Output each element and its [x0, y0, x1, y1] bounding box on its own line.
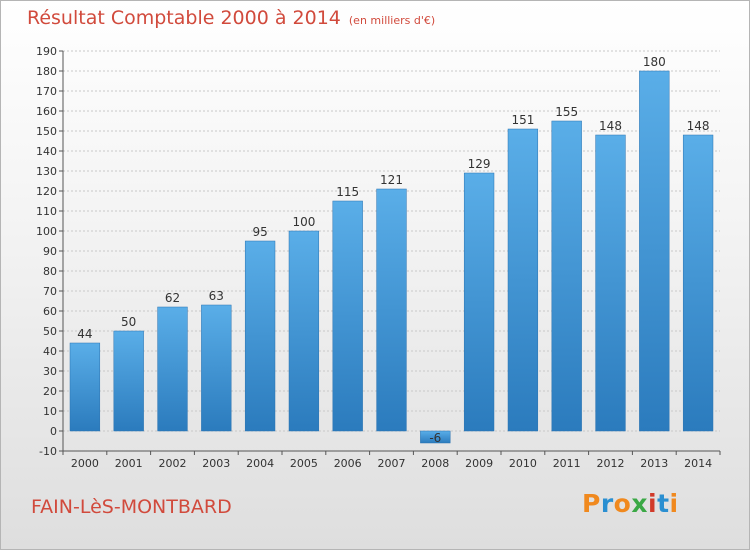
y-tick-label: -10	[39, 445, 57, 458]
x-tick-label: 2007	[378, 457, 406, 470]
y-tick-label: 90	[43, 245, 57, 258]
x-tick-label: 2005	[290, 457, 318, 470]
chart-title-text: Résultat Comptable 2000 à 2014	[27, 7, 341, 29]
logo-letter: i	[648, 489, 658, 518]
bar-2005	[288, 230, 320, 432]
data-label-2010: 151	[511, 113, 534, 127]
x-tick-label: 2011	[553, 457, 581, 470]
bar-2008	[420, 430, 451, 444]
y-tick-label: 30	[43, 365, 57, 378]
y-tick-label: 60	[43, 305, 57, 318]
y-tick-label: 140	[36, 145, 57, 158]
place-name: FAIN-LèS-MONTBARD	[31, 496, 232, 518]
y-tick-label: 110	[36, 205, 57, 218]
data-label-2004: 95	[252, 225, 267, 239]
data-label-2009: 129	[468, 157, 491, 171]
x-tick-label: 2008	[421, 457, 449, 470]
y-tick-label: 150	[36, 125, 57, 138]
bar-2001	[113, 330, 144, 432]
bar-2002	[157, 306, 188, 432]
data-label-2014: 148	[687, 119, 710, 133]
x-tick-label: 2000	[71, 457, 99, 470]
x-tick-label: 2009	[465, 457, 493, 470]
x-tick-label: 2014	[684, 457, 712, 470]
x-tick-label: 2006	[334, 457, 362, 470]
bar-2004	[244, 240, 276, 432]
bar-2009	[463, 172, 495, 432]
data-label-2002: 62	[165, 291, 180, 305]
bar-2000	[69, 342, 101, 432]
data-label-2000: 44	[77, 327, 92, 341]
logo-letter: o	[613, 489, 632, 518]
logo-letter: t	[657, 489, 670, 518]
data-label-2006: 115	[336, 185, 359, 199]
y-tick-label: 0	[50, 425, 57, 438]
logo-letter: i	[669, 489, 679, 518]
axes	[62, 51, 720, 452]
bars	[69, 70, 714, 444]
x-tick-label: 2003	[202, 457, 230, 470]
data-labels: 44 50 62 63 95 100 115 121 -6 129 151 155 148 180 148	[77, 55, 709, 445]
bar-2006	[332, 200, 363, 432]
y-tick-label: 40	[43, 345, 57, 358]
y-tick-label: 160	[36, 105, 57, 118]
y-tick-label: 70	[43, 285, 57, 298]
data-label-2013: 180	[643, 55, 666, 69]
x-tick-labels: 2000 2001 2002 2003 2004 2005 2006 2007 2008 2009…	[62, 451, 721, 470]
data-label-2008: -6	[429, 431, 441, 445]
x-tick-label: 2012	[597, 457, 625, 470]
y-tick-label: 180	[36, 65, 57, 78]
data-label-2011: 155	[555, 105, 578, 119]
x-tick-label: 2002	[159, 457, 187, 470]
bar-2013	[639, 70, 670, 432]
x-tick-label: 2010	[509, 457, 537, 470]
x-tick-label: 2001	[115, 457, 143, 470]
y-tick-label: 100	[36, 225, 57, 238]
data-label-2001: 50	[121, 315, 136, 329]
y-tick-label: 170	[36, 85, 57, 98]
y-tick-label: 120	[36, 185, 57, 198]
x-tick-label: 2013	[640, 457, 668, 470]
logo-letter: P	[582, 489, 601, 518]
bar-2014	[682, 134, 714, 432]
data-label-2003: 63	[209, 289, 224, 303]
y-tick-label: 20	[43, 385, 57, 398]
y-tick-label: 190	[36, 45, 57, 58]
proxiti-logo: Proxiti	[582, 489, 679, 518]
y-tick-label: 10	[43, 405, 57, 418]
logo-letter: x	[631, 489, 648, 518]
bar-2003	[201, 304, 232, 432]
chart-title: Résultat Comptable 2000 à 2014 (en millie…	[27, 7, 435, 29]
data-label-2005: 100	[292, 215, 315, 229]
bar-2010	[507, 128, 539, 432]
y-tick-labels: -10 0 10 20 30 40 50 60 70 80 90 100 110 120 130 140 150…	[36, 45, 57, 458]
y-tick-label: 130	[36, 165, 57, 178]
data-label-2012: 148	[599, 119, 622, 133]
y-tick-label: 80	[43, 265, 57, 278]
data-label-2007: 121	[380, 173, 403, 187]
x-tick-label: 2004	[246, 457, 274, 470]
bar-2012	[595, 134, 626, 432]
chart-subtitle: (en milliers d'€)	[348, 14, 436, 27]
bar-2007	[376, 188, 407, 432]
y-tick-label: 50	[43, 325, 57, 338]
logo-letter: r	[600, 489, 614, 518]
bar-2011	[551, 120, 582, 432]
